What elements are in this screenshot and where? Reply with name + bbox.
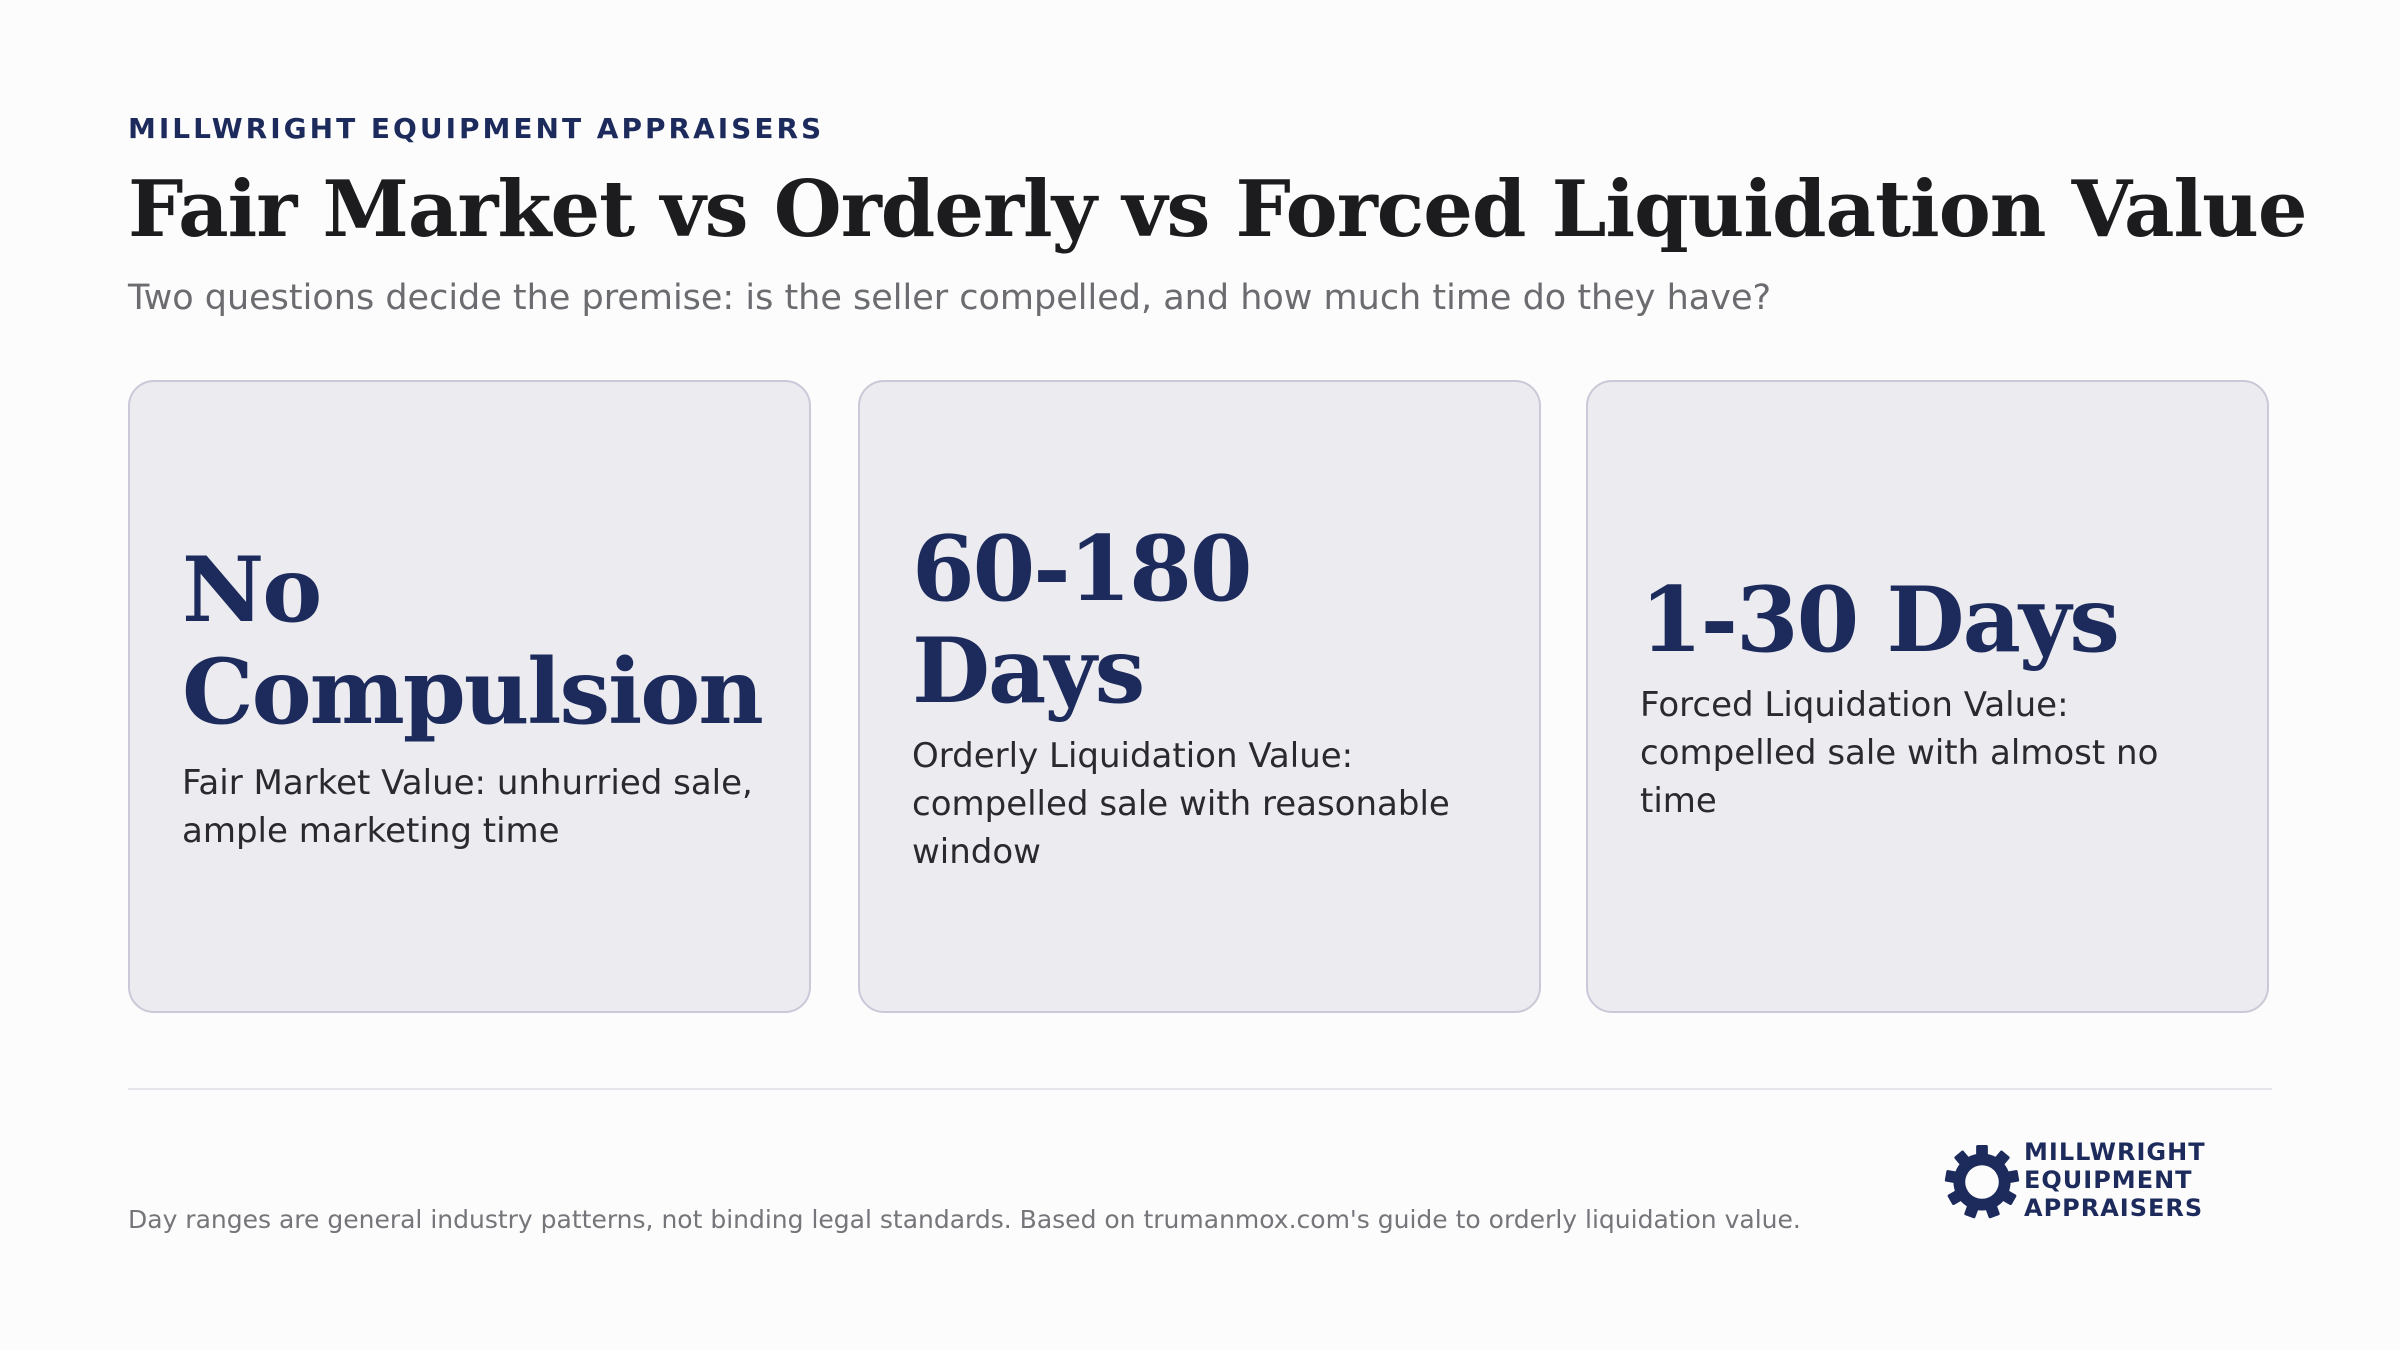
page-title: Fair Market vs Orderly vs Forced Liquida… (128, 164, 2307, 255)
eyebrow-brand: MILLWRIGHT EQUIPMENT APPRAISERS (128, 112, 825, 145)
card-orderly-liquidation-value: 60-180 Days Orderly Liquidation Value: c… (858, 380, 1541, 1013)
card-forced-liquidation-value: 1-30 Days Forced Liquidation Value: comp… (1586, 380, 2269, 1013)
page-subtitle: Two questions decide the premise: is the… (128, 278, 1772, 318)
card-headline-line: Compulsion (182, 638, 764, 745)
card-headline: No Compulsion (182, 536, 764, 745)
brand-logo: MILLWRIGHT EQUIPMENT APPRAISERS (1940, 1136, 2250, 1230)
card-description: Fair Market Value: unhurried sale, ample… (182, 762, 753, 851)
footnote: Day ranges are general industry patterns… (128, 1205, 1801, 1234)
card-headline: 1-30 Days (1640, 569, 2217, 671)
logo-line: MILLWRIGHT (2024, 1138, 2206, 1166)
logo-line: EQUIPMENT (2024, 1166, 2193, 1194)
footer-divider (128, 1088, 2272, 1090)
card-headline-line: No (182, 536, 322, 643)
card-headline-line: 1-30 Days (1640, 566, 2120, 673)
logo-line: APPRAISERS (2024, 1194, 2204, 1222)
card-headline-line: 60-180 Days (912, 515, 1252, 724)
comparison-cards: No Compulsion Fair Market Value: unhurri… (128, 380, 2272, 1015)
logo-wordmark: MILLWRIGHT EQUIPMENT APPRAISERS (2024, 1138, 2206, 1222)
card-description: Orderly Liquidation Value: compelled sal… (912, 735, 1450, 872)
card-headline: 60-180 Days (912, 518, 1489, 722)
card-fair-market-value: No Compulsion Fair Market Value: unhurri… (128, 380, 811, 1013)
gear-icon (1944, 1145, 2020, 1219)
card-description: Forced Liquidation Value: compelled sale… (1640, 684, 2159, 821)
